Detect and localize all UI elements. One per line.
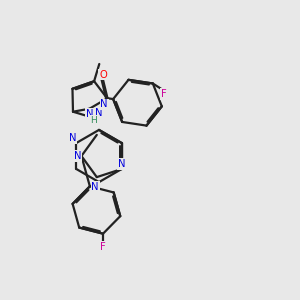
Text: N: N <box>74 151 81 161</box>
Text: F: F <box>161 89 167 99</box>
Text: O: O <box>99 70 107 80</box>
Text: F: F <box>100 242 106 252</box>
Text: N: N <box>118 159 125 169</box>
Text: H: H <box>90 116 97 125</box>
Text: N: N <box>69 133 76 143</box>
Text: N: N <box>86 109 93 119</box>
Text: N: N <box>95 108 102 118</box>
Text: N: N <box>100 100 108 110</box>
Text: N: N <box>92 182 99 192</box>
